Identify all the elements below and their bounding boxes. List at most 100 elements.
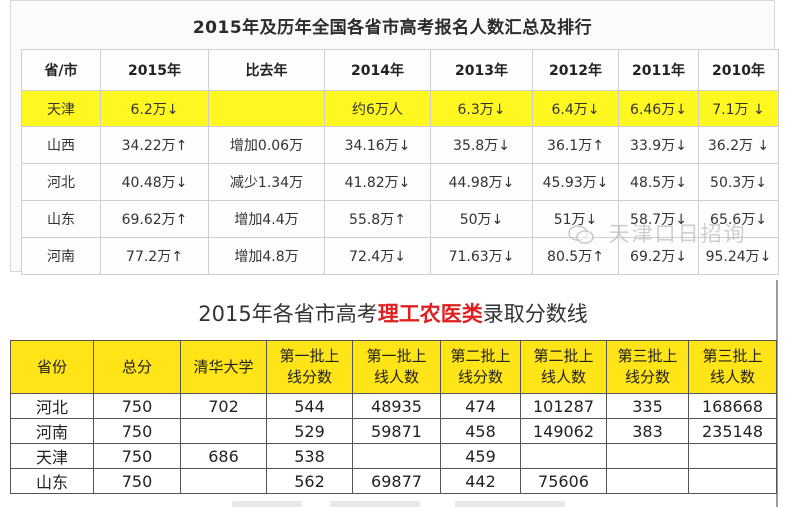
cutoff-header-cell: 第三批上 线分数 — [606, 340, 689, 394]
enrollment-cell: 增加0.06万 — [208, 126, 325, 164]
cutoff-header-cell: 第三批上 线人数 — [688, 340, 777, 394]
cutoff-row: 河北 750 702 544 48935 474 101287 335 168668 — [10, 393, 777, 419]
province-cell: 河南 — [10, 418, 94, 444]
cutoff-cell: 442 — [440, 468, 521, 494]
cutoff-cell: 48935 — [352, 393, 441, 419]
wechat-icon — [568, 225, 594, 244]
enrollment-header-cell: 2013年 — [430, 49, 533, 91]
cutoff-cell: 544 — [266, 393, 353, 419]
cutoff-cell: 750 — [93, 393, 181, 419]
province-cell: 山西 — [21, 126, 101, 164]
enrollment-cell: 增加4.4万 — [208, 200, 325, 238]
enrollment-header-cell: 2012年 — [532, 49, 619, 91]
cutoff-header-cell: 第一批上 线人数 — [352, 340, 441, 394]
enrollment-table-title: 2015年及历年全国各省市高考报名人数汇总及排行 — [192, 18, 593, 38]
cutoff-cell: 750 — [93, 443, 181, 469]
cutoff-title-highlight: 理工农医类 — [377, 302, 483, 326]
enrollment-cell: 72.4万↓ — [324, 237, 431, 275]
cutoff-header-line: 线人数 — [373, 368, 419, 386]
cutoff-header-line: 线分数 — [457, 368, 503, 386]
watermark-text: 天津口日招询 — [608, 222, 747, 246]
cutoff-cell: 459 — [440, 443, 521, 469]
enrollment-table: 省/市 2015年 比去年 2014年 2013年 2012年 2011年 2010年 天津 6.… — [21, 49, 779, 275]
cutoff-cell: 562 — [266, 468, 353, 494]
cutoff-cell: 69877 — [352, 468, 441, 494]
enrollment-table-panel: 2015年及历年全国各省市高考报名人数汇总及排行 省/市 2015年 比去年 2014… — [10, 0, 779, 275]
enrollment-header-cell: 2014年 — [324, 49, 431, 91]
cutoff-header-line: 清华大学 — [193, 357, 254, 376]
enrollment-cell: 69.2万↓ — [618, 237, 699, 275]
enrollment-header-cell: 2010年 — [698, 49, 779, 91]
cutoff-cell: 335 — [606, 393, 689, 419]
enrollment-row: 河北 40.48万↓ 减少1.34万 41.82万↓ 44.98万↓ 45.93万↓ 48.… — [21, 163, 779, 201]
cutoff-header-cell: 清华大学 — [180, 340, 267, 394]
enrollment-cell: 69.62万↑ — [100, 200, 209, 238]
province-cell: 山东 — [21, 200, 101, 238]
enrollment-cell: 6.46万↓ — [618, 90, 699, 127]
cutoff-header-line: 第三批上 — [617, 347, 678, 365]
cutoff-cell — [688, 443, 777, 469]
enrollment-row: 河南 77.2万↑ 增加4.8万 72.4万↓ 71.63万↓ 80.5万↑ 69.2万↓ 9… — [21, 237, 779, 275]
province-cell: 河北 — [10, 393, 94, 419]
cutoff-header-line: 线分数 — [624, 368, 670, 386]
province-cell: 天津 — [21, 90, 101, 127]
cutoff-header-line: 第二批上 — [533, 347, 594, 365]
enrollment-cell — [208, 90, 325, 127]
enrollment-cell: 6.2万↓ — [100, 90, 209, 127]
cutoff-cell: 101287 — [520, 393, 607, 419]
enrollment-cell: 80.5万↑ — [532, 237, 619, 275]
cutoff-row: 山东 750 562 69877 442 75606 — [10, 468, 777, 494]
enrollment-cell: 50.3万↓ — [698, 163, 779, 201]
enrollment-cell: 58.7万↓ — [618, 200, 699, 238]
cutoff-cell: 750 — [93, 468, 181, 494]
cutoff-title-prefix: 2015年各省市高考 — [198, 302, 378, 326]
enrollment-cell: 34.16万↓ — [324, 126, 431, 164]
province-cell: 天津 — [10, 443, 94, 469]
cutoff-table-title: 2015年各省市高考理工农医类录取分数线 — [10, 298, 776, 328]
cutoff-header-line: 第二批上 — [450, 347, 511, 365]
cutoff-header-line: 省份 — [36, 357, 67, 376]
enrollment-cell: 55.8万↑ — [324, 200, 431, 238]
cutoff-row: 天津 750 686 538 459 — [10, 443, 777, 469]
enrollment-cell: 36.1万↑ — [532, 126, 619, 164]
cutoff-table-panel: 2015年各省市高考理工农医类录取分数线 省份 总分 清华大学 第一批上 线分数 第一批上… — [10, 280, 778, 507]
enrollment-row: 天津 6.2万↓ 约6万人 6.3万↓ 6.4万↓ 6.46万↓ 7.1万 ↓ — [21, 90, 779, 127]
cutoff-cell: 75606 — [520, 468, 607, 494]
cutoff-cell: 458 — [440, 418, 521, 444]
enrollment-cell: 51万↓ — [532, 200, 619, 238]
enrollment-cell: 减少1.34万 — [208, 163, 325, 201]
cutoff-row: 河南 750 529 59871 458 149062 383 235148 — [10, 418, 777, 444]
cutoff-header-line: 线人数 — [709, 368, 755, 386]
enrollment-cell: 36.2万 ↓ — [698, 126, 779, 164]
cutoff-cell: 383 — [606, 418, 689, 444]
cutoff-cell: 750 — [93, 418, 181, 444]
enrollment-cell: 34.22万↑ — [100, 126, 209, 164]
cutoff-header-cell: 省份 — [10, 340, 94, 394]
cutoff-header-cell: 第二批上 线人数 — [520, 340, 607, 394]
province-cell: 河南 — [21, 237, 101, 275]
cutoff-header-cell: 总分 — [93, 340, 181, 394]
cutoff-header-line: 第三批上 — [702, 347, 763, 365]
cutoff-cell: 529 — [266, 418, 353, 444]
cutoff-cell: 235148 — [688, 418, 777, 444]
cutoff-cell — [352, 443, 441, 469]
cutoff-cell — [180, 468, 267, 494]
cutoff-header-line: 线分数 — [286, 368, 332, 386]
enrollment-row: 山东 69.62万↑ 增加4.4万 55.8万↑ 50万↓ 51万↓ 58.7万↓ 65.6万… — [21, 200, 779, 238]
cutoff-header-line: 线人数 — [540, 368, 586, 386]
enrollment-cell: 35.8万↓ — [430, 126, 533, 164]
enrollment-header-cell: 省/市 — [21, 49, 101, 91]
enrollment-cell: 77.2万↑ — [100, 237, 209, 275]
cutoff-cell: 686 — [180, 443, 267, 469]
enrollment-header-cell: 2015年 — [100, 49, 209, 91]
cutoff-header-line: 第一批上 — [279, 347, 340, 365]
cutoff-header-cell: 第一批上 线分数 — [266, 340, 353, 394]
cutoff-header-line: 总分 — [121, 357, 152, 376]
cutoff-cell — [180, 418, 267, 444]
cutoff-table: 省份 总分 清华大学 第一批上 线分数 第一批上 线人数 第二批上 线分数 第二批上 线人数 第三批上… — [10, 340, 777, 494]
cutoff-cell — [520, 443, 607, 469]
cutoff-cell: 168668 — [688, 393, 777, 419]
enrollment-cell: 33.9万↓ — [618, 126, 699, 164]
watermark: 天津口日招询 — [568, 218, 747, 248]
cutoff-cell: 538 — [266, 443, 353, 469]
